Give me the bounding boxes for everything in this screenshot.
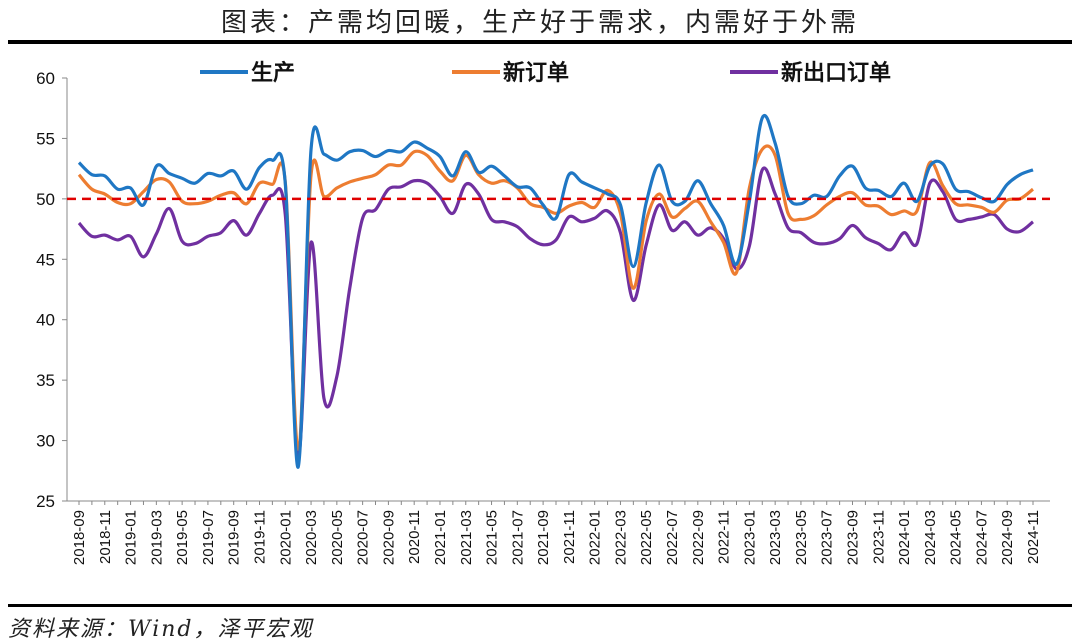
x-tick-label: 2022-07 [664, 510, 681, 565]
x-tick-label: 2023-01 [741, 510, 758, 565]
y-tick-label: 45 [36, 250, 55, 269]
x-tick-label: 2024-11 [1025, 510, 1042, 564]
x-tick-label: 2022-05 [638, 510, 655, 565]
series-lines [77, 114, 1035, 469]
legend-label-new-export-orders: 新出口订单 [781, 60, 891, 86]
x-tick-label: 2019-01 [123, 510, 140, 565]
x-tick-label: 2023-07 [819, 510, 836, 565]
legend: 生产 新订单 新出口订单 [200, 60, 891, 86]
legend-item-production: 生产 [200, 61, 295, 86]
x-tick-label: 2022-03 [612, 510, 629, 565]
legend-item-new-orders: 新订单 [452, 60, 569, 86]
y-tick-label: 55 [36, 129, 55, 148]
x-tick-label: 2018-09 [71, 510, 88, 565]
x-tick-label: 2021-01 [432, 510, 449, 565]
x-tick-label: 2019-09 [226, 510, 243, 565]
legend-label-production: 生产 [251, 61, 295, 86]
y-tick-label: 30 [36, 432, 55, 451]
series-line-new-orders [77, 144, 1034, 451]
x-tick-label: 2023-05 [793, 510, 810, 565]
x-tick-label: 2021-03 [458, 510, 475, 565]
x-tick-label: 2023-11 [870, 510, 887, 564]
x-tick-label: 2021-07 [509, 510, 526, 565]
x-tick-label: 2022-11 [716, 510, 733, 564]
x-tick-label: 2020-11 [406, 510, 423, 564]
legend-item-new-export-orders: 新出口订单 [730, 60, 891, 86]
y-tick-label: 25 [36, 492, 55, 511]
x-tick-labels: 2018-09 2018-11 2019-01 2019-03 2019-05 2019-… [71, 510, 1042, 565]
x-tick-label: 2024-09 [999, 510, 1016, 565]
x-tick-label: 2019-03 [148, 510, 165, 565]
x-tick-label: 2024-01 [896, 510, 913, 565]
x-tick-label: 2018-11 [97, 510, 114, 564]
x-tick-label: 2020-01 [277, 510, 294, 565]
y-tick-label: 60 [36, 69, 55, 88]
x-tick-label: 2020-09 [380, 510, 397, 565]
series-line-production [77, 114, 1034, 469]
chart-title: 图表：产需均回暖，生产好于需求，内需好于外需 [220, 8, 859, 38]
x-tick-label: 2024-05 [948, 510, 965, 565]
x-tick-label: 2024-03 [922, 510, 939, 565]
x-tick-label: 2022-09 [690, 510, 707, 565]
x-tick-label: 2019-11 [251, 510, 268, 564]
x-tick-label: 2021-11 [561, 510, 578, 564]
x-tick-label: 2024-07 [973, 510, 990, 565]
x-tick-label: 2023-03 [767, 510, 784, 565]
top-rule [8, 40, 1072, 44]
x-tick-label: 2022-01 [587, 510, 604, 565]
y-tick-label: 40 [36, 311, 55, 330]
x-tick-label: 2020-05 [329, 510, 346, 565]
y-tick-label: 50 [36, 190, 55, 209]
bottom-rule [8, 604, 1072, 607]
x-tick-label: 2020-03 [303, 510, 320, 565]
axes [62, 77, 1050, 505]
series-line-new-export-orders [77, 166, 1035, 458]
y-tick-labels: 25 30 35 40 45 50 55 60 [36, 69, 55, 511]
source-note: 资料来源：Wind，泽平宏观 [8, 617, 314, 642]
legend-label-new-orders: 新订单 [503, 60, 569, 86]
x-tick-label: 2019-07 [200, 510, 217, 565]
x-tick-label: 2021-05 [484, 510, 501, 565]
x-tick-label: 2023-09 [845, 510, 862, 565]
x-tick-label: 2021-09 [535, 510, 552, 565]
x-tick-label: 2020-07 [355, 510, 372, 565]
y-tick-label: 35 [36, 371, 55, 390]
x-tick-label: 2019-05 [174, 510, 191, 565]
